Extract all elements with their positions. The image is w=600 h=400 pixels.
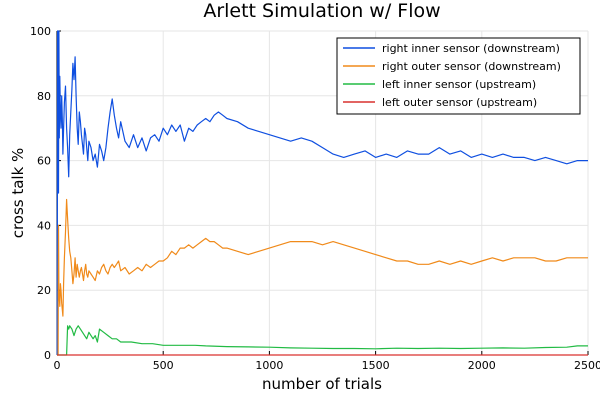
chart-title: Arlett Simulation w/ Flow [203, 0, 440, 22]
x-axis-title: number of trials [262, 375, 382, 393]
legend-label-1: right inner sensor (downstream) [382, 42, 560, 55]
y-tick-label: 60 [37, 155, 51, 168]
y-tick-label: 80 [37, 90, 51, 103]
x-tick-label: 1000 [255, 359, 283, 372]
legend: right inner sensor (downstream) right out… [336, 37, 581, 115]
series-line-2 [56, 198, 588, 356]
series-line-1 [56, 30, 588, 356]
y-tick-label: 100 [30, 25, 51, 38]
legend-label-2: right outer sensor (downstream) [382, 60, 561, 73]
y-tick-label: 20 [37, 284, 51, 297]
y-tick-label: 40 [37, 219, 51, 232]
x-tick-label: 500 [153, 359, 174, 372]
legend-label-3: left inner sensor (upstream) [382, 78, 536, 91]
x-tick-label: 2000 [468, 359, 496, 372]
series-line-3 [57, 325, 588, 356]
legend-box [336, 37, 581, 115]
x-tick-label: 2500 [574, 359, 600, 372]
x-tick-label: 1500 [362, 359, 390, 372]
y-tick-label: 0 [44, 349, 51, 362]
legend-label-4: left outer sensor (upstream) [382, 96, 537, 109]
series-layer [56, 30, 588, 356]
y-axis-title: cross talk % [9, 148, 27, 239]
x-tick-label: 0 [54, 359, 61, 372]
